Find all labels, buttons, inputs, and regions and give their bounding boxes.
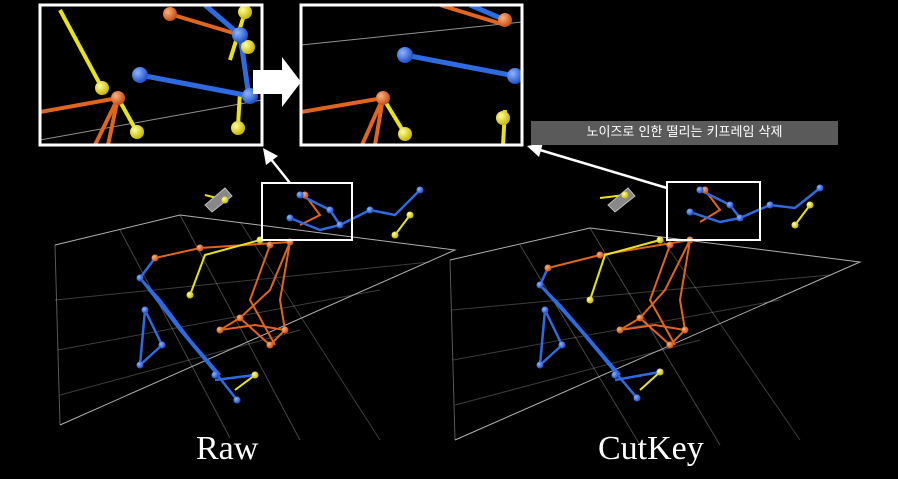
cutkey-focus-box	[666, 181, 761, 241]
raw-head-marker	[204, 187, 233, 213]
cutkey-label: CutKey	[598, 430, 704, 467]
cutkey-zoom-inset	[299, 3, 524, 147]
cutkey-skeleton-blue	[538, 187, 821, 399]
raw-skeleton-blue	[138, 189, 421, 401]
raw-focus-box	[261, 182, 353, 241]
right-arrow-icon	[253, 57, 301, 107]
pointer-arrows	[263, 143, 668, 190]
raw-skeleton-yellow	[189, 194, 411, 391]
raw-label: Raw	[196, 430, 259, 467]
cutkey-grid	[449, 227, 862, 446]
raw-joints	[136, 186, 424, 404]
annotation-caption: 노이즈로 인한 떨리는 키프레임 삭제	[531, 121, 838, 145]
raw-grid	[54, 214, 457, 441]
cutkey-head-marker	[607, 187, 636, 213]
cutkey-panel	[449, 181, 862, 446]
raw-panel	[54, 182, 457, 441]
raw-zoom-inset	[38, 3, 264, 147]
cutkey-joints	[536, 184, 824, 402]
